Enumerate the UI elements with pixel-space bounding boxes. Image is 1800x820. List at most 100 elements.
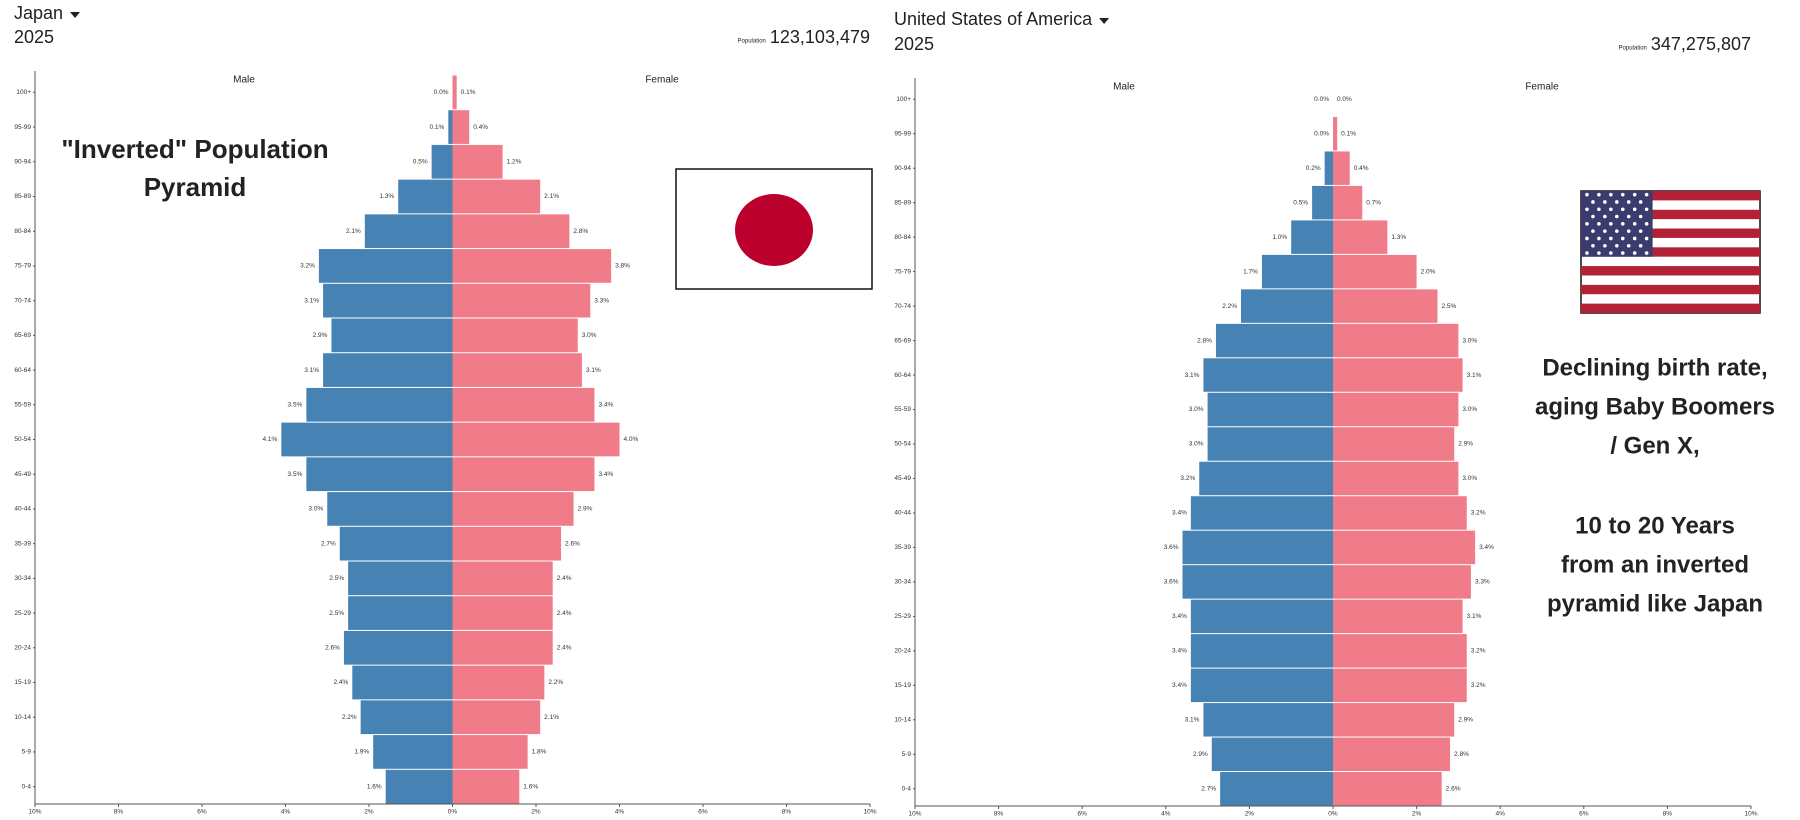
- y-tick-label: 25-29: [894, 613, 911, 620]
- x-tick-label: 6%: [698, 809, 708, 816]
- y-tick-label: 85-89: [894, 199, 911, 206]
- bar: [452, 387, 595, 422]
- bar: [1190, 668, 1333, 703]
- y-tick-label: 55-59: [894, 406, 911, 413]
- value-label: 0.1%: [429, 124, 444, 131]
- legend-female: Female: [1525, 82, 1559, 93]
- y-tick-label: 70-74: [894, 303, 911, 310]
- dropdown-arrow[interactable]: [1099, 18, 1110, 24]
- value-label: 3.4%: [1479, 544, 1494, 551]
- flag-star: [1620, 192, 1625, 197]
- x-tick-label: 4%: [1495, 811, 1505, 818]
- country-selector[interactable]: United States of America: [894, 9, 1093, 29]
- value-label: 1.3%: [1391, 234, 1406, 241]
- flag-star: [1585, 222, 1589, 226]
- flag-star: [1591, 200, 1595, 204]
- bar: [281, 422, 453, 457]
- bar: [1333, 323, 1459, 358]
- year: 2025: [14, 27, 54, 47]
- flag-star: [1585, 207, 1589, 212]
- y-tick-label: 45-49: [894, 475, 911, 482]
- value-label: 1.0%: [1272, 234, 1287, 241]
- bar: [1333, 289, 1438, 323]
- dropdown-arrow[interactable]: [70, 12, 81, 18]
- flag-star: [1591, 243, 1595, 248]
- flag-star: [1620, 251, 1625, 255]
- x-tick-label: 10%: [1744, 811, 1757, 818]
- flag-stripe: [1581, 209, 1760, 220]
- bar: [1333, 530, 1476, 565]
- flag-star: [1615, 214, 1619, 219]
- bar: [452, 249, 612, 283]
- y-tick-label: 80-84: [894, 234, 911, 241]
- y-tick-label: 30-34: [14, 575, 31, 582]
- value-label: 3.4%: [1172, 510, 1187, 517]
- flag-star: [1632, 222, 1637, 226]
- value-label: 3.0%: [1189, 441, 1204, 448]
- bar: [1333, 496, 1467, 530]
- value-label: 3.0%: [1462, 475, 1477, 482]
- flag-star: [1620, 207, 1625, 212]
- flag-star: [1638, 200, 1643, 204]
- flag-star: [1615, 200, 1619, 204]
- annotation: / Gen X,: [1610, 432, 1699, 459]
- annotation: pyramid like Japan: [1547, 590, 1763, 617]
- legend-female: Female: [645, 75, 679, 86]
- value-label: 0.5%: [1293, 199, 1308, 206]
- bar: [1199, 461, 1333, 496]
- y-tick-label: 0-4: [902, 785, 912, 792]
- flag-star: [1626, 243, 1631, 248]
- flag-star: [1597, 236, 1601, 241]
- bar: [1333, 565, 1471, 599]
- flag-star: [1615, 229, 1619, 233]
- bar: [306, 457, 453, 492]
- y-tick-label: 70-74: [14, 297, 31, 304]
- value-label: 4.0%: [624, 436, 639, 443]
- bar: [452, 735, 528, 769]
- flag-star: [1632, 236, 1637, 241]
- value-label: 2.4%: [557, 645, 572, 652]
- country-selector[interactable]: Japan: [14, 3, 63, 23]
- value-label: 3.5%: [288, 402, 303, 409]
- flag-star: [1585, 192, 1589, 197]
- value-label: 2.9%: [578, 506, 593, 513]
- bar: [360, 700, 453, 735]
- flag-star: [1644, 236, 1649, 241]
- bar: [331, 318, 453, 353]
- y-tick-label: 5-9: [902, 751, 912, 758]
- bar: [1333, 737, 1451, 772]
- value-label: 3.3%: [1475, 579, 1490, 586]
- flag-star: [1609, 192, 1613, 197]
- flag-star: [1603, 229, 1607, 233]
- value-label: 3.3%: [594, 297, 609, 304]
- annotation: aging Baby Boomers: [1535, 393, 1775, 420]
- bar: [327, 492, 453, 526]
- bar: [1333, 668, 1467, 703]
- x-tick-label: 4%: [615, 809, 625, 816]
- flag-star: [1609, 251, 1613, 255]
- value-label: 3.6%: [1164, 544, 1179, 551]
- bar: [1215, 323, 1333, 358]
- bar: [1333, 427, 1455, 461]
- annotation: 10 to 20 Years: [1575, 512, 1735, 539]
- value-label: 3.1%: [1185, 717, 1200, 724]
- bar: [373, 735, 453, 769]
- flag-star: [1626, 200, 1631, 204]
- bar: [323, 353, 453, 387]
- y-tick-label: 90-94: [14, 159, 31, 166]
- bar: [452, 214, 570, 249]
- bar: [1182, 565, 1333, 599]
- value-label: 1.9%: [354, 749, 369, 756]
- value-label: 1.6%: [367, 783, 382, 790]
- value-label: 4.1%: [262, 436, 277, 443]
- value-label: 3.0%: [1462, 406, 1477, 413]
- bar: [339, 526, 453, 561]
- flag-star: [1620, 236, 1625, 241]
- value-label: 2.2%: [548, 679, 563, 686]
- flag-star: [1626, 229, 1631, 233]
- y-tick-label: 80-84: [14, 228, 31, 235]
- y-tick-label: 65-69: [894, 337, 911, 344]
- x-tick-label: 8%: [1663, 811, 1673, 818]
- value-label: 2.9%: [1458, 717, 1473, 724]
- value-label: 2.1%: [346, 228, 361, 235]
